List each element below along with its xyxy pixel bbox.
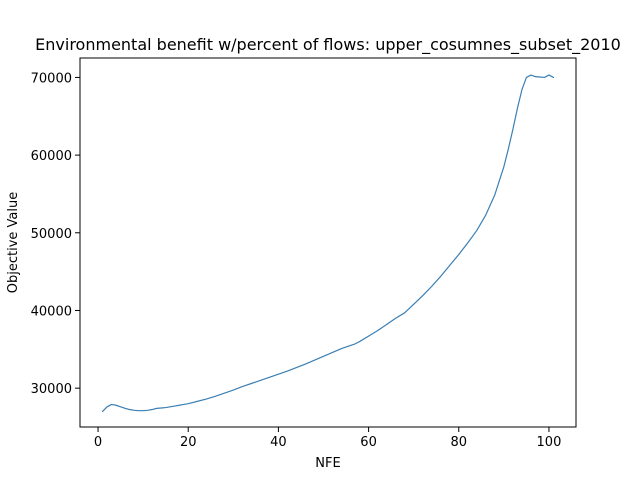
chart-title: Environmental benefit w/percent of flows… (35, 35, 621, 55)
x-axis: 0 20 40 60 80 100 (94, 427, 561, 450)
x-tick-label: 0 (94, 435, 102, 450)
y-tick-label: 30000 (31, 382, 72, 397)
y-tick-label: 60000 (31, 149, 72, 164)
y-tick-label: 40000 (31, 304, 72, 319)
x-tick-label: 20 (180, 435, 197, 450)
x-tick-label: 40 (270, 435, 287, 450)
plot-area (101, 74, 555, 413)
y-axis: 30000 40000 50000 60000 70000 (31, 71, 80, 397)
plot-frame (79, 57, 577, 428)
x-tick-label: 60 (360, 435, 377, 450)
y-axis-label: Objective Value (6, 192, 21, 293)
x-tick-label: 80 (450, 435, 467, 450)
x-tick-label: 100 (537, 435, 562, 450)
y-tick-label: 70000 (31, 71, 72, 86)
x-axis-label: NFE (315, 456, 340, 471)
y-tick-label: 50000 (31, 227, 72, 242)
series-line (101, 74, 555, 413)
